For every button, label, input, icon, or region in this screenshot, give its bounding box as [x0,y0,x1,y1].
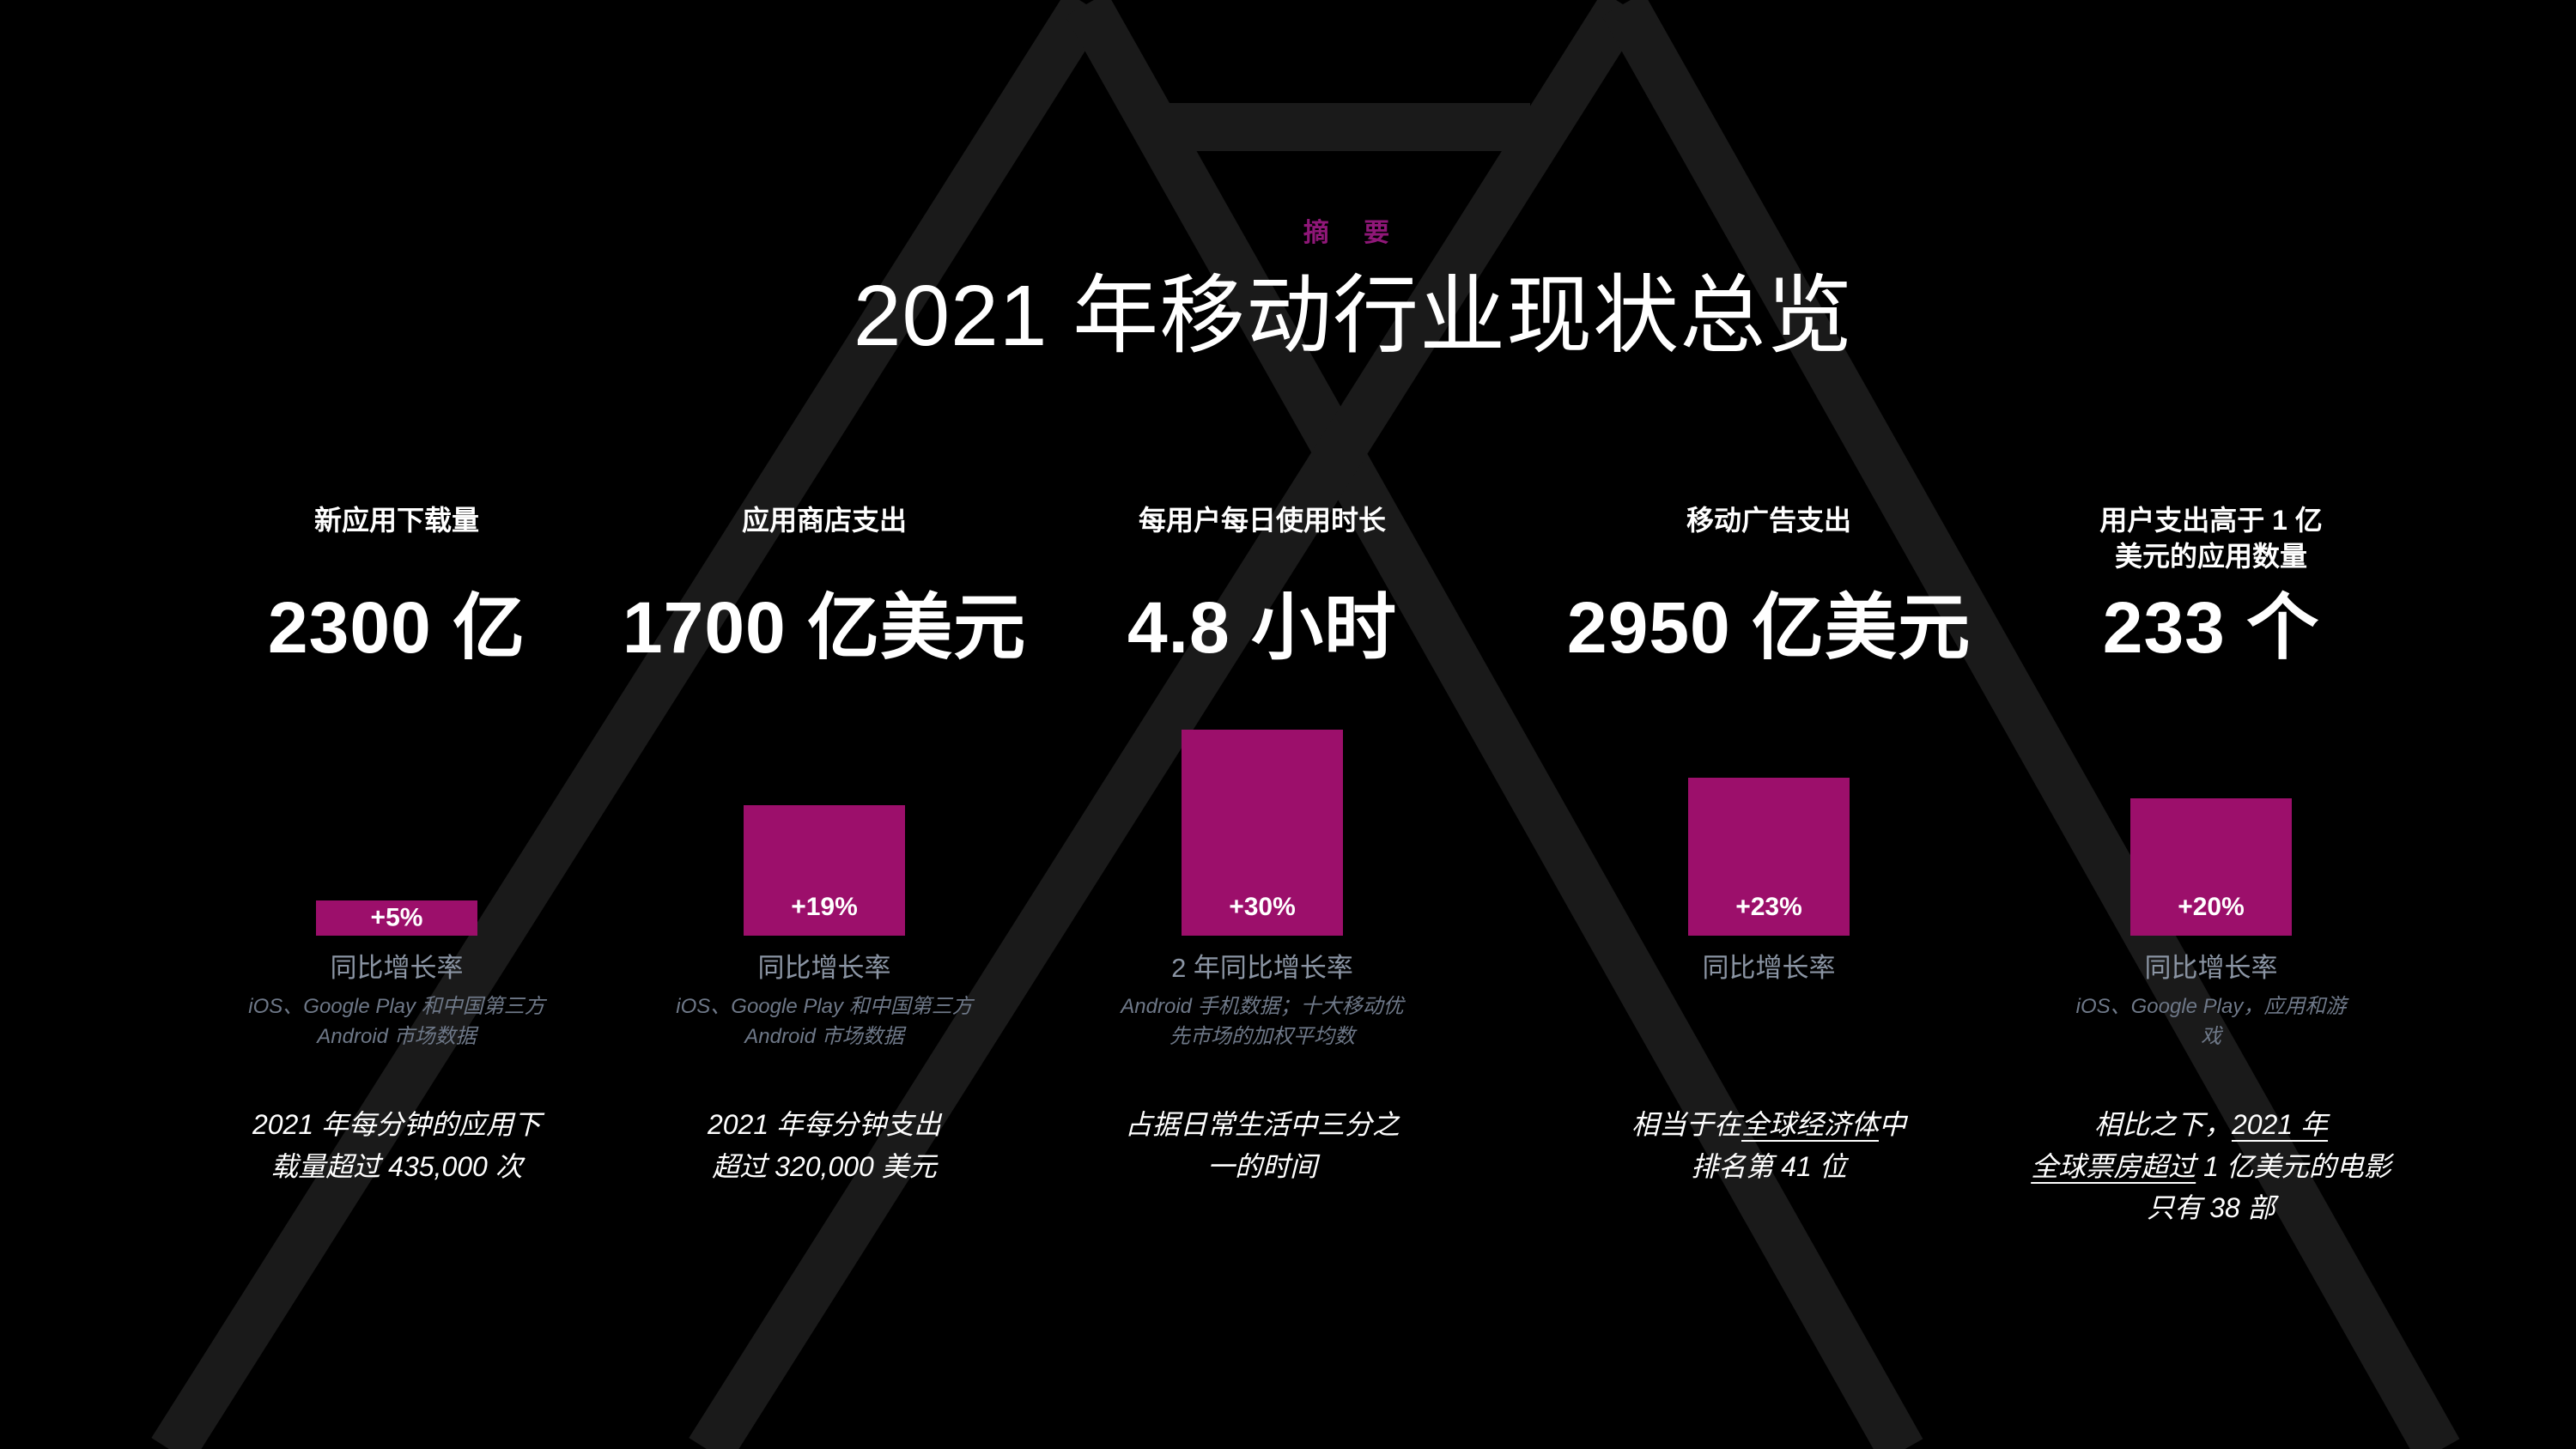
insight-note-line: 2021 年每分钟支出 [707,1109,942,1140]
metric-value: 2950 亿美元 [1566,586,1971,668]
growth-percent-label: +20% [2178,893,2245,921]
growth-percent-label: +5% [370,902,423,931]
insight-note-line: 占据日常生活中三分之 [1124,1109,1400,1140]
watermark-facet-line [1601,0,2460,1449]
metric-column-5: 用户支出高于 1 亿 美元的应用数量 233 个 +20% 同比增长率 iOS、… [1953,0,2469,1449]
insight-note: 相当于在全球经济体中 排名第 41 位 [1460,1104,2078,1187]
metric-value: 1700 亿美元 [622,586,1027,668]
metric-label: 每用户每日使用时长 [1138,505,1386,536]
insight-note-line: 只有 38 部 [2147,1192,2275,1224]
growth-percent-label: +30% [1229,893,1296,921]
growth-basis-label: 同比增长率 [330,953,464,983]
growth-basis-label: 2 年同比增长率 [1171,953,1353,983]
metric-label: 应用商店支出 [741,505,907,536]
metric-column-2: 应用商店支出 1700 亿美元 +19% 同比增长率 iOS、Google Pl… [567,0,1082,1449]
insight-note: 占据日常生活中三分之 一的时间 [953,1104,1571,1187]
metric-value: 233 个 [2102,586,2320,668]
source-note: iOS、Google Play，应用和游 戏 [2075,995,2347,1048]
source-note: iOS、Google Play 和中国第三方 Android 市场数据 [248,995,545,1048]
metric-label: 新应用下载量 [313,505,479,536]
metric-column-1: 新应用下载量 2300 亿 +5% 同比增长率 iOS、Google Play … [139,0,654,1449]
metric-column-3: 每用户每日使用时长 4.8 小时 +30% 2 年同比增长率 Android 手… [1005,0,1520,1449]
watermark-facet-line [1065,0,1923,1449]
metric-label: 用户支出高于 1 亿 美元的应用数量 [2099,505,2323,573]
watermark-facet-line [151,0,1107,1449]
insight-note-line: 全球票房超过 1 亿美元的电影 [2031,1150,2391,1182]
insight-note-line: 一的时间 [1206,1150,1317,1182]
growth-bar: +30% [1182,730,1343,936]
page-title: 2021 年移动行业现状总览 [853,268,1854,364]
growth-percent-label: +23% [1735,893,1802,921]
section-eyebrow: 摘 要 [1303,219,1404,247]
growth-percent-label: +19% [791,893,858,921]
growth-bar: +23% [1688,778,1850,936]
insight-note-line: 超过 320,000 美元 [712,1150,937,1182]
metric-value: 4.8 小时 [1127,586,1398,668]
insight-note: 2021 年每分钟支出 超过 320,000 美元 [515,1104,1133,1187]
insight-note-line: 相当于在全球经济体中 [1631,1109,1907,1140]
growth-bar: +19% [744,805,905,936]
growth-bar: +5% [316,900,477,936]
insight-note: 相比之下，2021 年全球票房超过 1 亿美元的电影 只有 38 部 [1902,1104,2520,1229]
metric-column-4: 移动广告支出 2950 亿美元 +23% 同比增长率 相当于在全球经济体中 排名第… [1511,0,2026,1449]
insight-note-line: 排名第 41 位 [1691,1150,1847,1182]
growth-basis-label: 同比增长率 [2144,953,2278,983]
insight-note-line: 载量超过 435,000 次 [270,1150,523,1182]
insight-note-line: 相比之下，2021 年 [2093,1109,2329,1140]
growth-basis-label: 同比增长率 [757,953,891,983]
growth-basis-label: 同比增长率 [1702,953,1836,983]
growth-bar: +20% [2130,798,2292,936]
metric-value: 2300 亿 [267,586,526,668]
insight-note: 2021 年每分钟的应用下 载量超过 435,000 次 [88,1104,706,1187]
metric-label: 移动广告支出 [1686,505,1851,536]
source-note: Android 手机数据；十大移动优 先市场的加权平均数 [1121,995,1404,1048]
watermark-facet-line [689,0,1643,1449]
source-note: iOS、Google Play 和中国第三方 Android 市场数据 [676,995,973,1048]
insight-note-line: 2021 年每分钟的应用下 [252,1109,542,1140]
